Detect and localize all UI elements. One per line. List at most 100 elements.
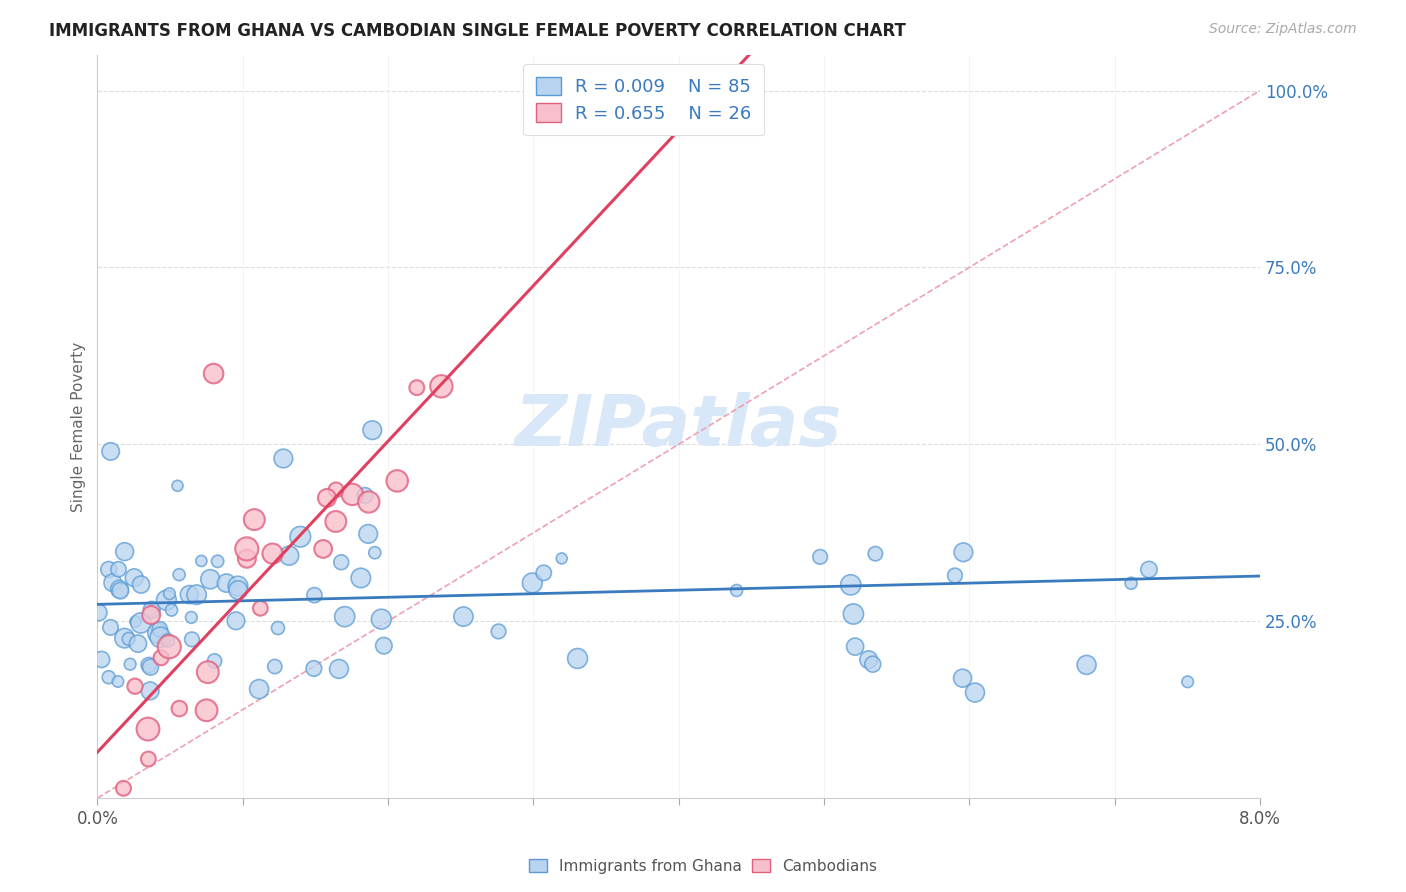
Point (808, 549, 831, 564)
Point (180, 610, 202, 624)
Point (330, 555, 353, 569)
Point (179, 588, 201, 602)
Point (225, 614, 247, 628)
Y-axis label: Single Female Poverty: Single Female Poverty (72, 342, 86, 512)
Point (180, 632, 202, 647)
Point (357, 527, 380, 541)
Point (155, 593, 177, 607)
Point (97, 670, 120, 684)
Point (842, 607, 865, 621)
Point (357, 495, 380, 509)
Point (226, 579, 249, 593)
Point (302, 661, 325, 675)
Point (533, 566, 555, 580)
Point (373, 639, 395, 653)
Text: Source: ZipAtlas.com: Source: ZipAtlas.com (1209, 22, 1357, 37)
Legend: Immigrants from Ghana, Cambodians: Immigrants from Ghana, Cambodians (523, 853, 883, 880)
Point (90, 652, 112, 666)
Point (107, 562, 129, 576)
Point (328, 662, 350, 676)
Point (430, 379, 453, 393)
Point (139, 660, 162, 674)
Point (522, 576, 544, 591)
Point (952, 545, 974, 559)
Point (149, 622, 172, 636)
Point (204, 654, 226, 668)
Point (159, 587, 181, 601)
Point (405, 381, 427, 395)
Point (122, 571, 145, 585)
Point (197, 665, 219, 680)
Point (138, 658, 160, 673)
Point (1076, 657, 1098, 672)
Point (551, 551, 574, 566)
Point (226, 582, 249, 597)
Point (215, 576, 238, 591)
Point (149, 630, 172, 644)
Point (325, 483, 347, 497)
Point (108, 582, 131, 596)
Point (141, 603, 163, 617)
Point (312, 541, 335, 556)
Point (333, 609, 356, 624)
Point (263, 659, 285, 673)
Text: ZIPatlas: ZIPatlas (515, 392, 842, 461)
Point (167, 567, 190, 582)
Point (118, 632, 141, 646)
Point (567, 651, 589, 665)
Point (385, 474, 408, 488)
Point (247, 682, 270, 697)
Point (370, 612, 392, 626)
Point (195, 703, 218, 717)
Point (350, 571, 373, 585)
Point (100, 444, 122, 458)
Point (1177, 674, 1199, 689)
Point (278, 549, 301, 563)
Point (96, 826, 118, 840)
Point (364, 546, 387, 560)
Point (129, 577, 152, 591)
Point (97, 562, 120, 576)
Point (273, 451, 295, 466)
Point (862, 657, 884, 672)
Point (112, 781, 135, 796)
Point (342, 487, 364, 501)
Point (325, 515, 347, 529)
Point (943, 568, 966, 582)
Point (146, 626, 169, 640)
Point (865, 547, 887, 561)
Point (361, 423, 384, 437)
Point (101, 575, 124, 590)
Point (166, 479, 188, 493)
Point (186, 588, 208, 602)
Point (488, 624, 510, 639)
Text: IMMIGRANTS FROM GHANA VS CAMBODIAN SINGLE FEMALE POVERTY CORRELATION CHART: IMMIGRANTS FROM GHANA VS CAMBODIAN SINGL… (49, 22, 905, 40)
Point (453, 609, 475, 624)
Point (207, 554, 229, 568)
Point (136, 722, 159, 736)
Point (1121, 576, 1143, 591)
Point (267, 621, 290, 635)
Point (202, 367, 225, 381)
Point (160, 603, 183, 617)
Point (141, 607, 163, 622)
Point (844, 640, 866, 654)
Point (858, 653, 880, 667)
Point (156, 633, 179, 648)
Point (87, 606, 110, 620)
Point (138, 752, 160, 766)
Point (236, 551, 259, 566)
Point (129, 615, 152, 630)
Point (1137, 562, 1160, 576)
Point (114, 544, 136, 558)
Point (316, 491, 339, 505)
Point (190, 554, 212, 568)
Point (200, 572, 222, 586)
Point (139, 684, 162, 698)
Point (114, 631, 136, 645)
Point (124, 615, 146, 629)
Point (157, 640, 180, 654)
Point (169, 701, 191, 715)
Point (963, 685, 986, 699)
Point (290, 530, 312, 544)
